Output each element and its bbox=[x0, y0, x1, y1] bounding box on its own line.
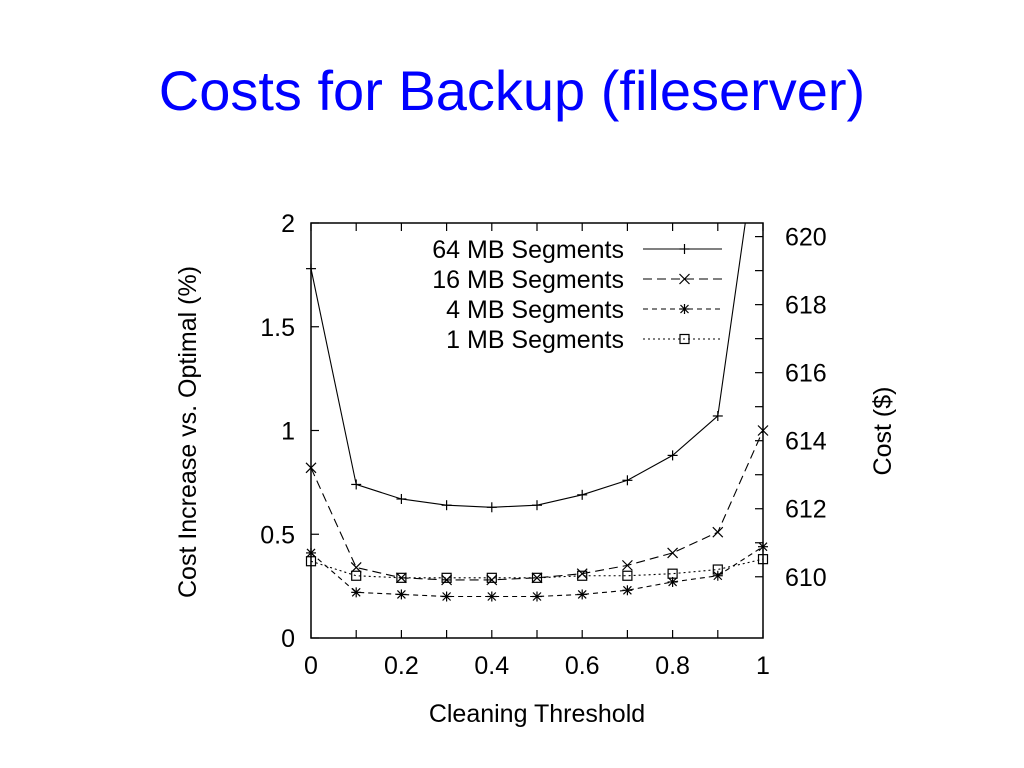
data-point bbox=[305, 462, 317, 474]
data-point bbox=[757, 554, 769, 565]
series-line-1 bbox=[311, 430, 763, 581]
y2-tick-label: 618 bbox=[785, 292, 827, 320]
data-point bbox=[486, 574, 498, 586]
y-tick-label: 1 bbox=[281, 418, 295, 446]
data-point bbox=[577, 589, 588, 600]
legend-marker bbox=[679, 273, 690, 285]
data-point bbox=[667, 568, 678, 579]
data-point bbox=[532, 500, 542, 511]
data-point bbox=[712, 526, 724, 538]
legend-entry: 1 MB Segments bbox=[446, 326, 722, 354]
x-tick-label: 0.6 bbox=[565, 652, 600, 680]
data-point bbox=[441, 572, 452, 583]
data-point bbox=[758, 541, 768, 552]
data-point bbox=[305, 556, 317, 567]
y-tick-label: 2 bbox=[281, 210, 295, 238]
data-point bbox=[441, 500, 452, 511]
legend-marker bbox=[679, 244, 690, 254]
data-point bbox=[396, 493, 407, 504]
y-tick-label: 0.5 bbox=[260, 521, 295, 549]
x-tick-label: 0.8 bbox=[655, 652, 690, 680]
data-point bbox=[622, 475, 633, 486]
data-point bbox=[531, 572, 543, 584]
series-line-3 bbox=[311, 558, 763, 579]
data-point bbox=[577, 489, 588, 500]
x-tick-label: 1 bbox=[756, 652, 770, 680]
x-tick-label: 0.2 bbox=[384, 652, 419, 680]
y-axis-label: Cost Increase vs. Optimal (%) bbox=[174, 266, 202, 598]
data-point bbox=[396, 572, 407, 583]
y2-axis-label: Cost ($) bbox=[869, 387, 897, 476]
data-point bbox=[306, 263, 316, 274]
data-point bbox=[667, 547, 679, 559]
data-point bbox=[441, 591, 452, 602]
data-point bbox=[622, 585, 633, 596]
y2-tick-label: 620 bbox=[785, 224, 827, 252]
data-point bbox=[486, 572, 497, 583]
data-point bbox=[351, 587, 362, 598]
data-point bbox=[486, 502, 497, 513]
legend-label: 64 MB Segments bbox=[432, 236, 624, 264]
y2-tick-label: 616 bbox=[785, 360, 827, 388]
data-point bbox=[531, 572, 543, 583]
data-point bbox=[486, 591, 497, 602]
data-point bbox=[712, 564, 723, 575]
legend-entry: 64 MB Segments bbox=[432, 236, 722, 264]
data-point bbox=[712, 410, 723, 421]
markers-layer bbox=[305, 263, 769, 602]
legend-entry: 4 MB Segments bbox=[446, 296, 722, 324]
legend-entry: 16 MB Segments bbox=[432, 266, 722, 294]
data-point bbox=[667, 450, 678, 461]
legend-label: 1 MB Segments bbox=[446, 326, 624, 354]
series-line-2 bbox=[311, 546, 763, 598]
data-point bbox=[441, 574, 453, 586]
legend-marker bbox=[679, 333, 690, 345]
slide-title: Costs for Backup (fileserver) bbox=[158, 59, 866, 122]
legend-label: 16 MB Segments bbox=[432, 266, 624, 294]
legend-marker bbox=[679, 304, 690, 314]
y-tick-label: 0 bbox=[281, 625, 295, 653]
data-point bbox=[712, 570, 723, 581]
y-tick-label: 1.5 bbox=[260, 314, 295, 342]
y2-tick-label: 610 bbox=[785, 564, 827, 592]
data-point bbox=[532, 591, 542, 602]
data-point bbox=[667, 576, 678, 587]
data-point bbox=[351, 570, 362, 581]
data-point bbox=[351, 479, 362, 490]
data-point bbox=[396, 589, 407, 600]
ticks-layer: 0 0.2 0.4 0.6 0.8 1 0 0.5 1 1.5 2 610 612 614 616 618 62… bbox=[260, 210, 827, 680]
legend-label: 4 MB Segments bbox=[446, 296, 624, 324]
data-point bbox=[577, 570, 588, 581]
x-axis-label: Cleaning Threshold bbox=[429, 700, 645, 728]
data-point bbox=[622, 570, 633, 581]
y2-tick-label: 614 bbox=[785, 428, 827, 456]
x-tick-label: 0.4 bbox=[474, 652, 509, 680]
data-point bbox=[621, 559, 633, 571]
data-point bbox=[576, 568, 588, 580]
data-point bbox=[757, 425, 769, 436]
data-point bbox=[395, 572, 407, 584]
y2-tick-label: 612 bbox=[785, 496, 827, 524]
x-tick-label: 0 bbox=[304, 652, 318, 680]
